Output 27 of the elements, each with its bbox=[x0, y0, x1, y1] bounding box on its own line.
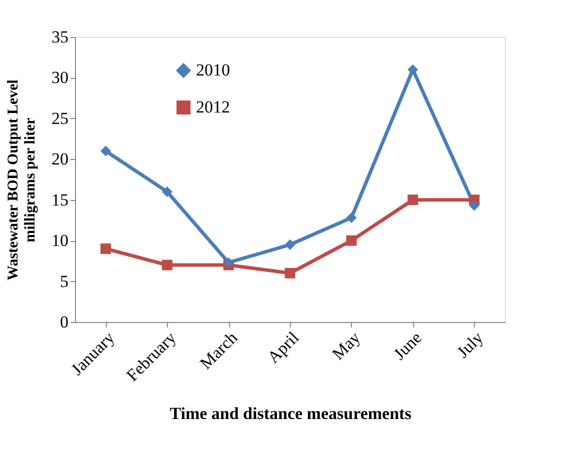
legend-label: 2012 bbox=[196, 98, 230, 116]
y-tick-label: 5 bbox=[60, 272, 68, 291]
point bbox=[469, 200, 480, 211]
point bbox=[408, 64, 418, 75]
point bbox=[346, 212, 357, 224]
point bbox=[100, 243, 111, 254]
point bbox=[346, 235, 357, 246]
point bbox=[162, 186, 172, 197]
x-tick-label: May bbox=[328, 328, 364, 364]
y-tick-label: 35 bbox=[52, 28, 68, 46]
y-tick-label: 10 bbox=[52, 231, 68, 250]
y-tick-label: 20 bbox=[52, 150, 68, 169]
point bbox=[408, 194, 418, 206]
x-axis-title: Time and distance measurements bbox=[170, 404, 412, 424]
point bbox=[284, 239, 296, 250]
point bbox=[284, 268, 296, 278]
y-tick-label: 0 bbox=[60, 312, 68, 332]
y-tick-label: 25 bbox=[52, 108, 68, 128]
y-tick-label: 30 bbox=[52, 68, 68, 88]
y-axis-title: Wastewater BOD Output Level milligrams per liter bbox=[6, 80, 38, 280]
point bbox=[223, 257, 234, 268]
x-tick-label: July bbox=[453, 328, 488, 362]
legend-label: 2010 bbox=[196, 60, 230, 80]
x-tick-label: June bbox=[390, 328, 426, 364]
y-tick-label: 15 bbox=[52, 190, 68, 210]
point bbox=[162, 260, 172, 270]
point bbox=[100, 146, 111, 156]
